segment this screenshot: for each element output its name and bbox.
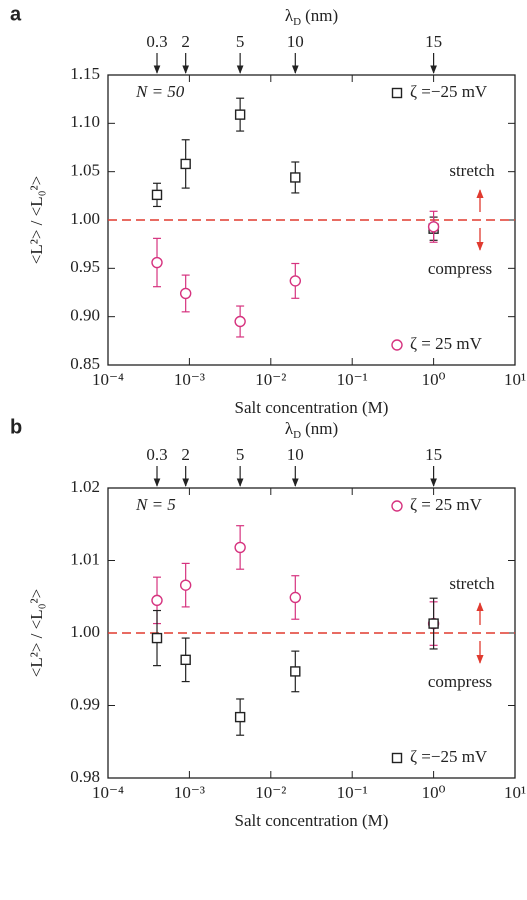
x-tick-label: 10⁰ [422,783,446,802]
x-tick-label: 10⁻⁴ [92,370,124,389]
annotation: compress [428,259,492,278]
x-tick-label: 10⁰ [422,370,446,389]
legend-label: ζ =−25 mV [410,82,488,101]
data-point [428,618,439,629]
data-point [290,172,301,183]
top-tick-label: 5 [236,32,245,51]
data-point [180,158,191,170]
y-tick-label: 1.00 [70,622,100,641]
top-axis-unit: (nm) [305,6,338,25]
top-axis-subscript: D [293,16,301,28]
y-axis-label: <L²> / <L₀²> [27,176,46,264]
top-axis-subscript: D [293,429,301,441]
legend-marker [391,87,403,99]
y-tick-label: 1.15 [70,64,100,83]
top-axis-symbol: λ [285,419,294,438]
x-tick-label: 10⁻¹ [337,783,368,802]
panel-label: b [10,416,22,438]
top-tick-label: 15 [425,32,442,51]
x-tick-label: 10¹ [504,370,526,389]
top-tick-label: 2 [181,445,190,464]
top-axis-label: λD (nm) [285,6,338,28]
panel-label: a [10,3,22,25]
top-tick-label: 5 [236,445,245,464]
x-tick-label: 10⁻¹ [337,370,368,389]
top-tick-label: 10 [287,445,304,464]
data-point [234,315,246,328]
y-tick-label: 1.10 [70,112,100,131]
x-tick-label: 10⁻³ [174,783,205,802]
y-tick-label: 0.99 [70,694,100,713]
y-tick-label: 1.01 [70,549,100,568]
legend-label: ζ =−25 mV [410,747,488,766]
data-point [234,541,246,554]
top-tick-label: 2 [181,32,190,51]
data-point [180,654,191,666]
data-point [234,109,246,120]
data-point [151,594,163,607]
top-tick-label: 0.3 [146,32,167,51]
x-tick-label: 10⁻³ [174,370,205,389]
annotation: compress [428,672,492,691]
annotation: N = 50 [135,82,185,101]
y-tick-label: 1.02 [70,477,100,496]
data-point [151,189,163,201]
data-point [179,287,192,300]
legend-marker [391,500,403,512]
top-tick-label: 15 [425,445,442,464]
x-tick-label: 10⁻² [255,783,286,802]
top-axis-unit: (nm) [305,419,338,438]
annotation: stretch [449,574,495,593]
y-tick-label: 0.85 [70,354,100,373]
data-point [289,275,302,287]
data-point [290,666,301,677]
x-tick-label: 10¹ [504,783,526,802]
y-tick-label: 0.90 [70,306,100,325]
data-point [427,221,440,233]
annotation: N = 5 [135,495,176,514]
legend-label: ζ = 25 mV [410,334,483,353]
data-point [151,632,163,644]
legend-marker [391,752,403,764]
y-tick-label: 1.05 [70,161,100,180]
x-axis-label: Salt concentration (M) [235,398,389,417]
top-axis-label: λD (nm) [285,419,338,441]
x-axis-label: Salt concentration (M) [235,811,389,830]
annotation: stretch [449,161,495,180]
x-tick-label: 10⁻⁴ [92,783,124,802]
data-point [179,579,192,591]
data-point [234,711,246,723]
data-point [151,256,163,269]
y-tick-label: 0.95 [70,257,100,276]
y-axis-label: <L²> / <L₀²> [27,589,46,677]
top-axis-symbol: λ [285,6,294,25]
data-point [289,591,302,604]
x-tick-label: 10⁻² [255,370,286,389]
legend-marker [391,339,403,351]
top-tick-label: 10 [287,32,304,51]
y-tick-label: 0.98 [70,767,100,786]
top-tick-label: 0.3 [146,445,167,464]
y-tick-label: 1.00 [70,209,100,228]
legend-label: ζ = 25 mV [410,495,483,514]
